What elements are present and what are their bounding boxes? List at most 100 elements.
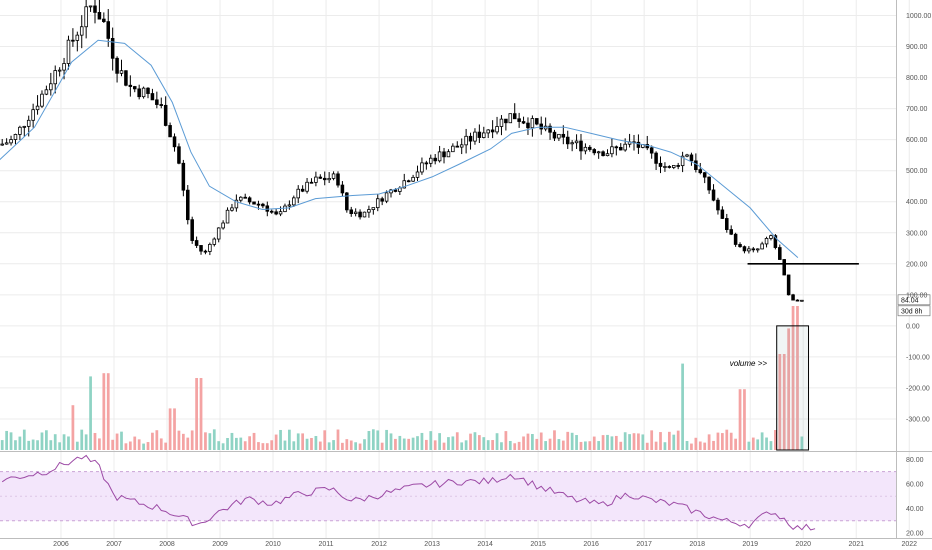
candle-body <box>216 227 221 240</box>
price-tick-label: 1000.00 <box>906 13 931 20</box>
volume-bar <box>566 431 570 450</box>
volume-bar <box>265 443 269 450</box>
candle-body <box>764 238 769 245</box>
volume-bar <box>53 434 57 450</box>
candle-body <box>459 144 464 148</box>
volume-bar <box>181 433 185 450</box>
year-tick-label: 2014 <box>477 541 493 548</box>
year-tick-label: 2011 <box>319 541 334 548</box>
candle-body <box>685 154 689 157</box>
candle-body <box>702 172 707 178</box>
candle-body <box>671 165 676 168</box>
volume-bar <box>31 439 35 450</box>
last-price-tag: 84.04 <box>901 297 919 304</box>
volume-bar <box>128 441 132 450</box>
volume-bar <box>486 440 490 450</box>
candle-body <box>239 196 243 201</box>
candle-body <box>336 173 340 186</box>
candle-body <box>146 87 150 94</box>
candle-body <box>283 205 287 213</box>
volume-bar <box>111 439 115 450</box>
candle-body <box>243 196 247 199</box>
volume-bar <box>712 440 715 450</box>
volume-bar <box>288 429 291 450</box>
candle-body <box>168 125 172 138</box>
candle-body <box>181 162 186 191</box>
volume-bar <box>508 440 512 450</box>
candle-body <box>800 299 804 302</box>
volume-bar <box>248 436 251 450</box>
year-tick-label: 2017 <box>636 541 652 548</box>
candle-body <box>424 162 429 165</box>
candle-body <box>786 274 791 296</box>
candle-body <box>44 89 49 95</box>
candle-body <box>499 118 504 127</box>
volume-bar <box>796 306 799 450</box>
candle-body <box>433 157 437 162</box>
candle-body <box>464 135 468 146</box>
price-tick-label: -300.00 <box>906 416 930 423</box>
candle-body <box>97 12 102 20</box>
volume-bar <box>433 440 437 450</box>
candle-body <box>375 198 380 209</box>
volume-bar <box>67 436 70 450</box>
volume-bar <box>561 440 565 450</box>
candle-body <box>451 145 455 153</box>
price-tick-label: 100.00 <box>906 292 928 299</box>
volume-bar <box>522 436 525 450</box>
volume-bar <box>641 434 645 450</box>
volume-bar <box>204 432 207 450</box>
volume-bar <box>5 430 8 450</box>
volume-bar <box>168 408 172 450</box>
volume-bar <box>142 443 145 450</box>
volume-bar <box>464 440 468 450</box>
candle-body <box>601 151 605 157</box>
candle-body <box>561 133 566 138</box>
candle-body <box>367 209 371 213</box>
volume-bar <box>402 438 406 450</box>
volume-bar <box>371 429 375 450</box>
year-tick-label: 2022 <box>901 541 917 548</box>
volume-bar <box>389 433 393 450</box>
candle-body <box>605 153 610 157</box>
volume-bar <box>14 440 17 450</box>
volume-bar <box>738 389 742 450</box>
volume-bar <box>725 429 729 450</box>
candle-body <box>579 140 583 152</box>
volume-bar <box>230 432 234 450</box>
volume-bar <box>279 429 282 450</box>
volume-bar <box>694 437 698 450</box>
candle-body <box>203 250 208 253</box>
volume-bar <box>195 378 198 450</box>
volume-bar <box>614 435 618 450</box>
volume-bar <box>22 429 26 450</box>
candle-body <box>437 151 442 162</box>
candle-body <box>658 162 663 167</box>
candle-body <box>318 176 323 179</box>
volume-bar <box>106 373 110 450</box>
volume-bar <box>80 429 84 450</box>
volume-bar <box>579 441 583 450</box>
candle-body <box>309 181 314 184</box>
volume-bar <box>637 433 640 450</box>
candle-body <box>535 118 539 125</box>
rsi-path <box>1 454 816 531</box>
candle-body <box>172 136 177 148</box>
volume-bar <box>500 442 503 450</box>
candle-body <box>592 149 597 154</box>
countdown-tag-box <box>897 305 931 317</box>
volume-bar <box>98 438 101 450</box>
volume-bar <box>760 432 764 450</box>
volume-bar <box>40 432 44 450</box>
candle-body <box>486 129 490 134</box>
volume-bar <box>323 430 327 450</box>
volume-bar <box>75 441 79 450</box>
candle-body <box>428 157 433 164</box>
candle-body <box>557 133 561 139</box>
volume-bar <box>756 439 760 450</box>
candle-body <box>155 99 159 105</box>
candle-body <box>720 209 725 219</box>
volume-bar <box>221 443 225 450</box>
volume-bar <box>62 434 66 450</box>
